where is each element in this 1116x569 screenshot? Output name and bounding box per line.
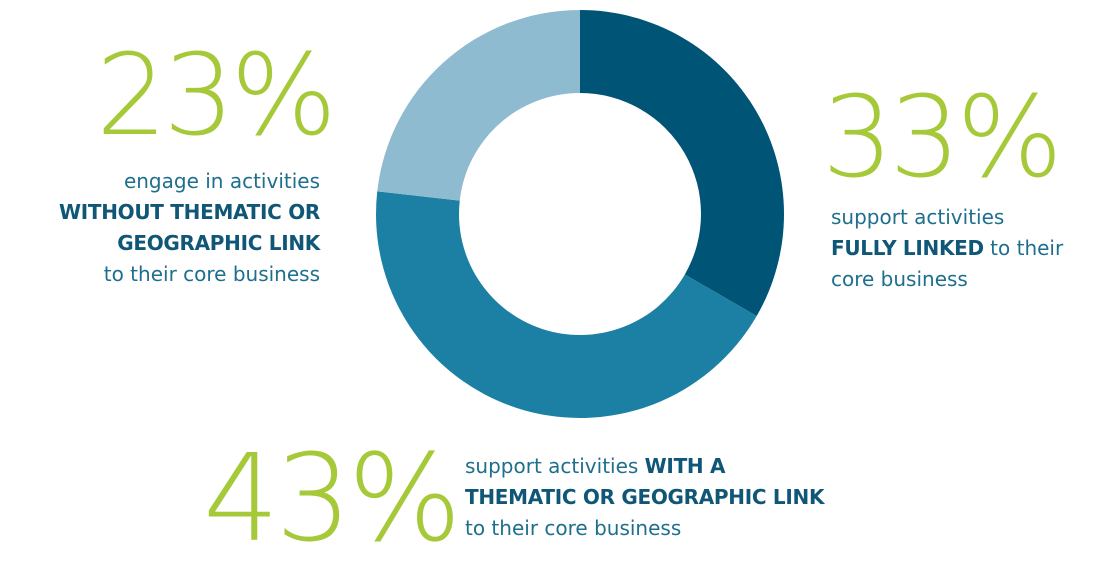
desc-33-line1: support activities [831,205,1005,229]
desc-33-percent: support activities FULLY LINKED to their… [831,202,1063,295]
desc-43-line2: THEMATIC OR GEOGRAPHIC LINK [465,485,825,509]
label-33-percent: 33% [822,73,1063,203]
desc-23-percent: engage in activities WITHOUT THEMATIC OR… [59,166,320,290]
desc-43-line3: to their core business [465,516,682,540]
desc-23-line1: engage in activities [123,169,320,193]
desc-33-strong: FULLY LINKED [831,236,984,260]
desc-33-line3: core business [831,267,968,291]
donut-chart [376,10,784,419]
desc-43-percent: support activities WITH A THEMATIC OR GE… [465,451,824,544]
label-23-percent: 23% [96,31,337,161]
desc-23-line2: WITHOUT THEMATIC OR [58,200,320,224]
desc-23-line3: GEOGRAPHIC LINK [117,231,320,255]
desc-33-tail-a: to their [990,236,1064,260]
label-43-percent: 43% [203,430,462,569]
desc-43-line1: support activities WITH A [465,451,824,482]
desc-43-plain: support activities [465,454,639,478]
desc-23-line4: to their core business [103,262,320,286]
donut-slice-23 [377,10,580,201]
donut-slice-33 [580,10,784,316]
desc-33-line2: FULLY LINKED to their [831,233,1063,264]
donut-slice-43 [376,191,757,419]
desc-43-strong-a: WITH A [644,454,726,478]
